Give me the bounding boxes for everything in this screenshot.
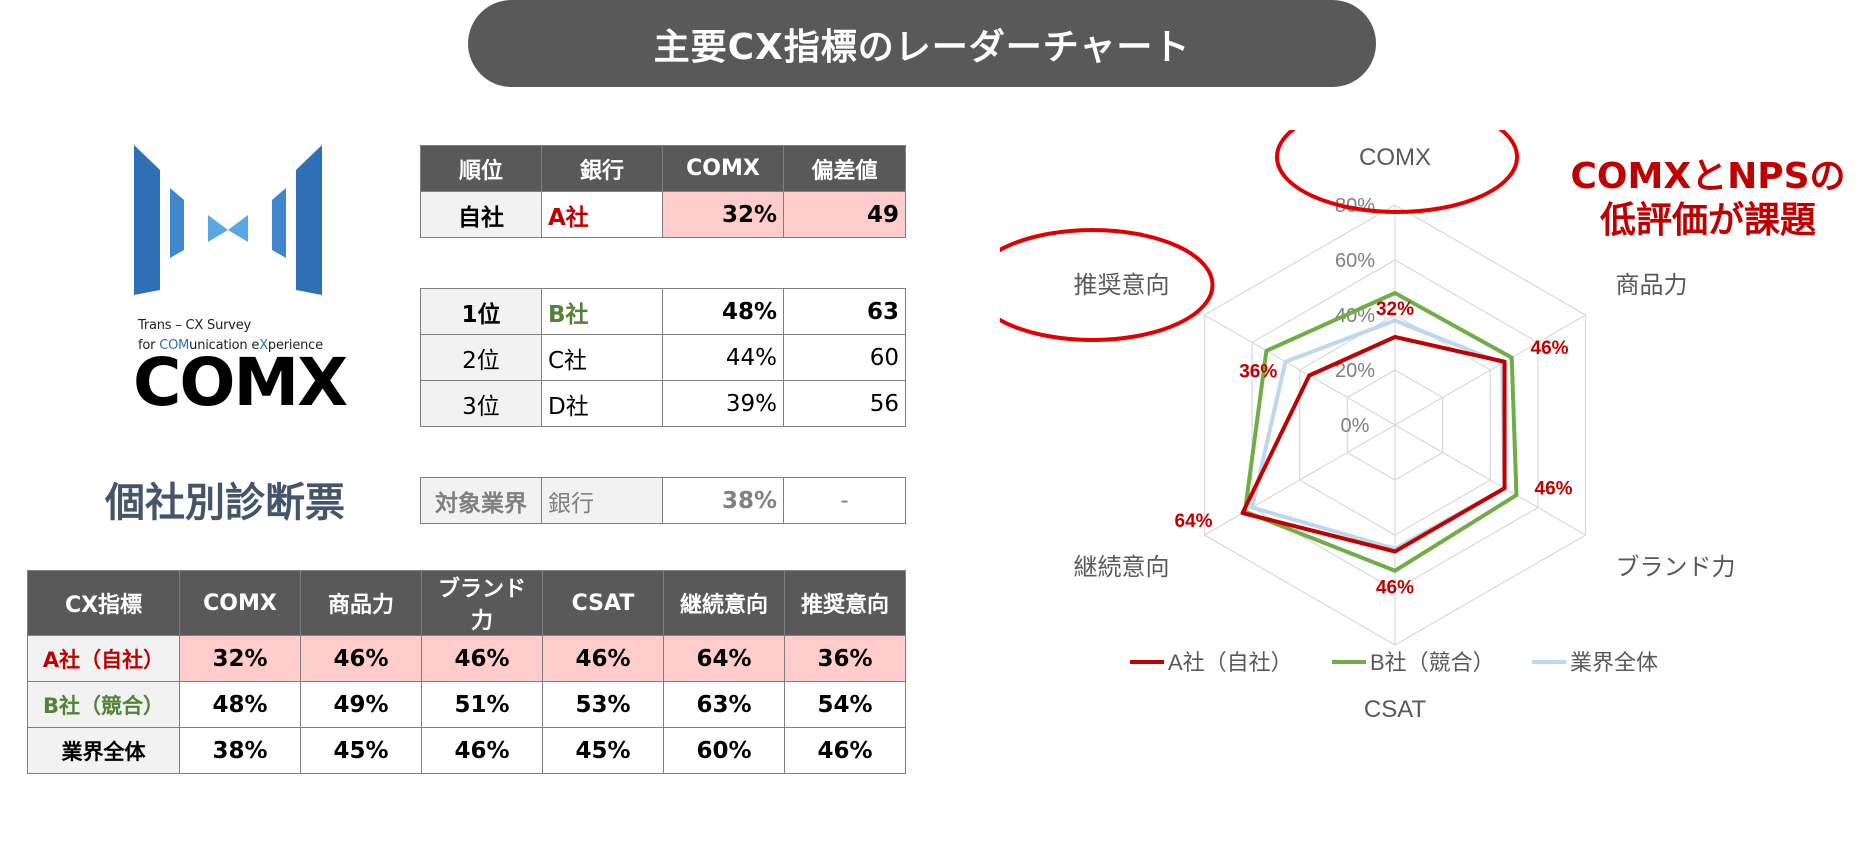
bank-header: 銀行	[541, 145, 663, 192]
self-bank: A社	[541, 191, 663, 238]
cx-header: CSAT	[542, 570, 664, 636]
value-cell: 51%	[421, 681, 543, 728]
logo-tagline-1: Trans – CX Survey	[138, 318, 252, 333]
table-row: A社（自社） 32% 46% 46% 46% 64% 36%	[27, 635, 906, 682]
comx-cell: 39%	[662, 380, 784, 427]
cx-header: COMX	[179, 570, 301, 636]
deviation-header: 偏差値	[783, 145, 906, 192]
value-cell: 53%	[542, 681, 664, 728]
table-row: B社（競合） 48% 49% 51% 53% 63% 54%	[27, 681, 906, 728]
radar-data-label: 32%	[1376, 299, 1414, 320]
radar-tick-label: 20%	[1335, 360, 1375, 382]
highlight-ellipse	[1275, 130, 1519, 214]
logo-wordmark: COMX	[133, 344, 348, 421]
rank-cell: 1位	[420, 288, 542, 335]
radar-axis-label: ブランド力	[1616, 554, 1736, 581]
self-comx: 32%	[662, 191, 784, 238]
deviation-cell: 60	[783, 334, 906, 381]
value-cell: 46%	[300, 635, 422, 682]
value-cell: 45%	[542, 727, 664, 774]
value-cell: 46%	[421, 727, 543, 774]
industry-label: 対象業界	[420, 477, 542, 524]
radar-axis-label: COMX	[1359, 144, 1431, 171]
logo-tagline-2: for COMunication eXperience	[138, 338, 323, 353]
radar-data-label: 46%	[1531, 338, 1569, 359]
legend-label: A社（自社）	[1168, 650, 1293, 675]
radar-tick-label: 0%	[1341, 415, 1370, 437]
value-cell: 46%	[421, 635, 543, 682]
radar-axis-label: 推奨意向	[1073, 272, 1169, 299]
radar-series-line	[1240, 335, 1507, 554]
table-row: 3位 D社 39% 56	[420, 380, 906, 427]
value-cell: 46%	[542, 635, 664, 682]
cx-indicator-table: CX指標 COMX 商品力 ブランド力 CSAT 継続意向 推奨意向 A社（自社…	[27, 570, 906, 774]
cx-header: 商品力	[300, 570, 422, 636]
industry-bank: 銀行	[541, 477, 663, 524]
value-cell: 60%	[663, 727, 785, 774]
callout-text: COMXとNPSの 低評価が課題	[1570, 156, 1846, 241]
value-cell: 54%	[784, 681, 906, 728]
page-title: 主要CX指標のレーダーチャート	[468, 0, 1376, 87]
table-row: 1位 B社 48% 63	[420, 288, 906, 335]
radar-data-label: 46%	[1535, 478, 1573, 499]
row-name: 業界全体	[27, 727, 180, 774]
row-name: B社（競合）	[27, 681, 180, 728]
comx-logo: Trans – CX Survey for COMunication eXper…	[128, 140, 348, 430]
comx-cell: 48%	[662, 288, 784, 335]
comx-header: COMX	[662, 145, 784, 192]
cx-header: ブランド力	[421, 570, 543, 636]
radar-data-label: 64%	[1175, 511, 1213, 532]
industry-comx: 38%	[662, 477, 784, 524]
ranking-table: 1位 B社 48% 63 2位 C社 44% 60 3位 D社 39% 56	[420, 288, 906, 427]
value-cell: 36%	[784, 635, 906, 682]
value-cell: 63%	[663, 681, 785, 728]
legend-label: B社（競合）	[1370, 650, 1495, 675]
diagnosis-title: 個社別診断票	[105, 480, 345, 526]
rank-header: 順位	[420, 145, 542, 192]
bank-cell: C社	[541, 334, 663, 381]
value-cell: 45%	[300, 727, 422, 774]
radar-spoke	[1204, 314, 1396, 426]
value-cell: 49%	[300, 681, 422, 728]
radar-tick-label: 60%	[1335, 250, 1375, 272]
radar-data-label: 46%	[1376, 578, 1414, 599]
radar-chart: 0%20%40%60%80%32%46%46%46%64%36%COMX商品力ブ…	[1000, 130, 1736, 723]
row-name: A社（自社）	[27, 635, 180, 682]
radar-axis-label: 商品力	[1616, 272, 1688, 299]
value-cell: 48%	[179, 681, 301, 728]
radar-spoke	[1394, 314, 1586, 426]
self-deviation: 49	[783, 191, 906, 238]
rank-cell: 2位	[420, 334, 542, 381]
cx-header: CX指標	[27, 570, 180, 636]
self-rank: 自社	[420, 191, 542, 238]
radar-tick-label: 40%	[1335, 305, 1375, 327]
bank-cell: B社	[541, 288, 663, 335]
cx-header: 推奨意向	[784, 570, 906, 636]
industry-deviation: -	[783, 477, 906, 524]
rank-self-table: 順位 銀行 COMX 偏差値 自社 A社 32% 49	[420, 145, 906, 238]
deviation-cell: 63	[783, 288, 906, 335]
highlight-ellipse	[1000, 228, 1215, 342]
comx-cell: 44%	[662, 334, 784, 381]
table-row: 対象業界 銀行 38% -	[420, 477, 906, 524]
radar-axis-label: CSAT	[1364, 696, 1427, 723]
table-row: 2位 C社 44% 60	[420, 334, 906, 381]
radar-spoke	[1394, 424, 1586, 536]
deviation-cell: 56	[783, 380, 906, 427]
bank-cell: D社	[541, 380, 663, 427]
table-row: 業界全体 38% 45% 46% 45% 60% 46%	[27, 727, 906, 774]
radar-series-line	[1242, 291, 1519, 573]
comx-logo-mark	[134, 145, 322, 295]
radar-spoke	[1204, 424, 1396, 536]
legend-label: 業界全体	[1570, 650, 1658, 675]
value-cell: 46%	[784, 727, 906, 774]
radar-axis-label: 継続意向	[1073, 554, 1169, 581]
rank-cell: 3位	[420, 380, 542, 427]
cx-header: 継続意向	[663, 570, 785, 636]
value-cell: 38%	[179, 727, 301, 774]
industry-table: 対象業界 銀行 38% -	[420, 477, 906, 524]
radar-data-label: 36%	[1239, 362, 1277, 383]
value-cell: 64%	[663, 635, 785, 682]
value-cell: 32%	[179, 635, 301, 682]
